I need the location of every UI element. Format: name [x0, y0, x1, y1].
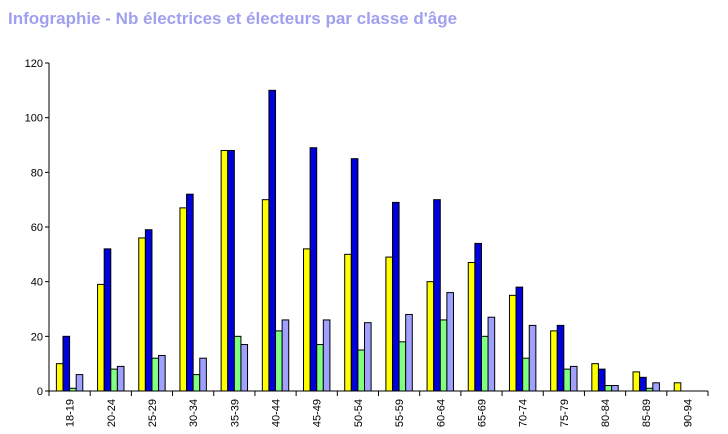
bar: [158, 354, 166, 392]
y-tick-label: 120: [25, 58, 43, 70]
x-tick-label: 30-34: [188, 399, 200, 427]
bar: [474, 242, 482, 392]
bar: [110, 368, 118, 392]
bar: [480, 335, 489, 392]
bar: [69, 387, 77, 392]
x-tick-label: 70-74: [518, 399, 530, 427]
bar: [398, 341, 407, 392]
x-tick-label: 75-79: [559, 399, 571, 427]
x-tick-label: 65-69: [476, 399, 488, 427]
bar: [508, 294, 517, 392]
bar: [138, 237, 146, 392]
bar: [528, 324, 537, 392]
bar: [55, 363, 64, 392]
bar: [439, 319, 448, 392]
bar: [391, 201, 400, 392]
bar: [556, 324, 565, 392]
x-tick-label: 50-54: [353, 399, 365, 427]
x-tick-label: 35-39: [229, 399, 241, 427]
x-tick-label: 20-24: [106, 399, 118, 427]
x-tick-label: 60-64: [435, 399, 447, 427]
x-tick-label: 80-84: [600, 399, 612, 427]
bar: [357, 349, 366, 392]
bar: [426, 281, 435, 392]
bar: [639, 376, 647, 392]
y-tick-label: 80: [31, 167, 43, 179]
bar: [550, 330, 558, 392]
bar: [233, 335, 242, 392]
bar: [103, 248, 112, 392]
bar: [179, 207, 188, 392]
y-tick-label: 20: [31, 331, 43, 343]
bar: [75, 374, 84, 392]
bar: [220, 149, 229, 392]
x-tick-label: 25-29: [147, 399, 159, 427]
bar: [144, 229, 153, 392]
bar: [364, 322, 372, 392]
bar: [467, 262, 476, 392]
y-tick-label: 100: [25, 113, 43, 125]
bar: [281, 319, 290, 392]
bar: [563, 368, 571, 392]
x-tick-label: 90-94: [682, 399, 694, 427]
bar: [673, 382, 682, 392]
x-tick-label: 18-19: [65, 399, 77, 427]
chart-title: Infographie - Nb électrices et électeurs…: [8, 9, 458, 28]
bar: [186, 193, 194, 392]
y-tick-label: 0: [37, 386, 43, 398]
bar: [604, 385, 613, 392]
x-tick-label: 45-49: [312, 399, 324, 427]
bar: [268, 89, 277, 392]
bar: [275, 330, 283, 392]
bar: [227, 149, 235, 392]
bar: [433, 199, 441, 392]
bar: [309, 147, 318, 392]
bar: [446, 292, 454, 392]
bar: [350, 158, 359, 392]
bar: [611, 385, 619, 392]
bar: [645, 387, 654, 392]
bar: [385, 256, 393, 392]
bar: [116, 365, 125, 392]
bar: [192, 374, 201, 392]
bar: [322, 319, 331, 392]
x-tick-label: 85-89: [641, 399, 653, 427]
bar: [487, 316, 496, 392]
bar: [591, 363, 599, 392]
bar: [97, 283, 105, 392]
x-tick-label: 40-44: [271, 399, 283, 427]
bar: [344, 253, 352, 392]
bar: [522, 357, 530, 392]
bar: [652, 382, 660, 392]
axes: 0 20 40 60 80 100 120 18-19 20-24 25-29 30-34 35-39…: [25, 58, 709, 427]
bar: [632, 371, 641, 392]
bar: [240, 344, 249, 392]
bar: [316, 344, 324, 392]
bar: [261, 199, 270, 392]
bar: [199, 357, 207, 392]
bar: [515, 286, 524, 392]
bar: [62, 335, 71, 392]
y-tick-label: 60: [31, 222, 43, 234]
x-tick-label: 55-59: [394, 399, 406, 427]
bar: [597, 368, 606, 392]
bar: [405, 313, 413, 392]
bar: [569, 365, 578, 392]
bars: [55, 89, 682, 392]
y-tick-label: 40: [31, 277, 43, 289]
bar: [303, 248, 311, 392]
bar: [151, 357, 160, 392]
